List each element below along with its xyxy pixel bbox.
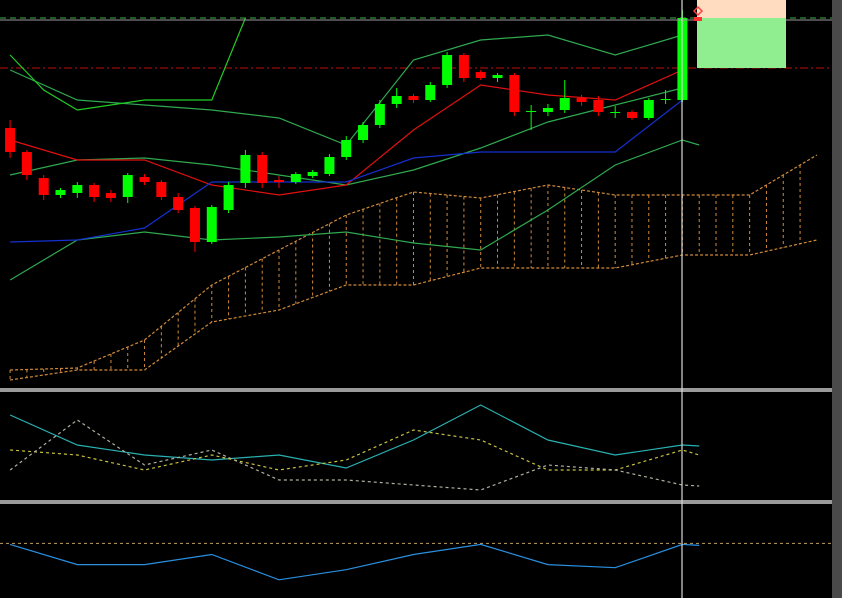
candle-body — [240, 155, 251, 183]
oscillator-pane — [9, 404, 700, 491]
candle-body — [89, 185, 100, 197]
order-marker — [694, 17, 702, 21]
indicator-line — [9, 17, 246, 111]
indicator-line — [9, 139, 700, 281]
candle-body — [509, 75, 520, 112]
candle-body — [21, 152, 32, 175]
candle-body — [408, 96, 419, 100]
candle-body — [105, 193, 116, 198]
indicator-line — [10, 429, 700, 471]
indicator-line — [9, 69, 683, 196]
candle-body — [391, 96, 402, 104]
candle-body — [290, 174, 301, 182]
candle-body — [122, 175, 133, 197]
candle-body — [492, 75, 503, 78]
indicator-line — [10, 99, 683, 243]
candle-body — [139, 177, 150, 182]
candle-body — [223, 185, 234, 210]
candle-body — [156, 182, 167, 197]
candle-body — [72, 185, 83, 193]
candle-body — [324, 157, 335, 174]
candle-body — [542, 108, 553, 112]
candle-body — [55, 190, 66, 195]
candle-body — [206, 207, 217, 242]
candle-body — [576, 98, 587, 102]
indicator-line — [9, 419, 700, 491]
pane-separator — [0, 388, 832, 392]
indicator-line — [9, 543, 700, 581]
indicator-pane — [0, 542, 832, 581]
candle-body — [307, 172, 318, 176]
candle-body — [660, 99, 671, 100]
candle-body — [189, 208, 200, 242]
candle-body — [475, 72, 486, 78]
pane-separator — [0, 500, 832, 504]
candle-body — [341, 140, 352, 157]
candle-body — [626, 112, 637, 118]
indicator-line — [9, 404, 700, 469]
candle-body — [593, 100, 604, 112]
candle-body — [610, 112, 621, 113]
candle-body — [442, 55, 453, 85]
candle-body — [425, 85, 436, 100]
candle-body — [257, 155, 268, 183]
candle-body — [458, 55, 469, 78]
candle-body — [643, 100, 654, 118]
candle-body — [274, 180, 285, 182]
candle-body — [38, 178, 49, 195]
candle-body — [5, 128, 16, 152]
risk-zone — [697, 0, 786, 18]
right-border — [832, 0, 842, 598]
candle-body — [559, 98, 570, 110]
candle-body — [358, 125, 369, 140]
candle-body — [374, 104, 385, 125]
reward-zone — [697, 18, 786, 68]
candle-body — [173, 197, 184, 210]
order-marker — [692, 5, 704, 17]
candle-body — [526, 111, 537, 112]
